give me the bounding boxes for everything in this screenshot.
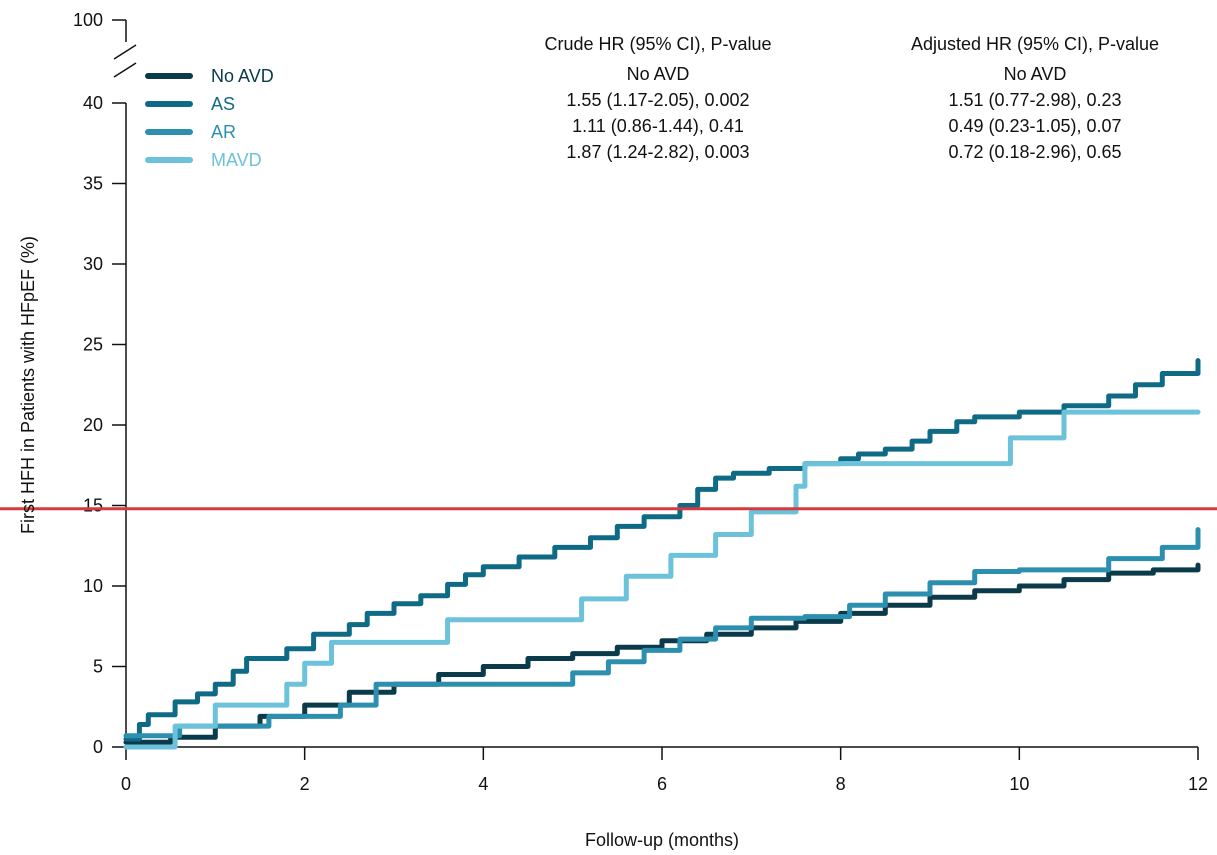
y-tick-label-100: 100 — [73, 10, 103, 30]
y-tick-label: 5 — [93, 657, 103, 677]
legend-label-ar: AR — [211, 122, 236, 142]
y-tick-label: 15 — [83, 496, 103, 516]
adjusted-hr-row: No AVD — [1004, 64, 1067, 84]
x-tick-label: 2 — [300, 774, 310, 794]
crude-hr-row: 1.55 (1.17-2.05), 0.002 — [566, 90, 749, 110]
y-tick-label: 35 — [83, 174, 103, 194]
y-tick-label: 20 — [83, 415, 103, 435]
legend: No AVD AS AR MAVD — [145, 66, 274, 170]
series-line-no-avd — [123, 562, 1201, 745]
y-tick-label: 10 — [83, 576, 103, 596]
x-tick-label: 8 — [836, 774, 846, 794]
y-tick-label: 25 — [83, 335, 103, 355]
adjusted-hr-row: 1.51 (0.77-2.98), 0.23 — [948, 90, 1121, 110]
hr-table: Crude HR (95% CI), P-value Adjusted HR (… — [544, 34, 1159, 162]
series-line-as — [123, 358, 1201, 742]
y-tick-label: 40 — [83, 93, 103, 113]
x-tick-label: 0 — [121, 774, 131, 794]
series-line-ar — [123, 527, 1201, 739]
crude-hr-header: Crude HR (95% CI), P-value — [544, 34, 771, 54]
y-ticks: 0 5 10 15 20 25 30 35 40 — [83, 93, 126, 757]
adjusted-hr-header: Adjusted HR (95% CI), P-value — [911, 34, 1159, 54]
series-lines — [123, 358, 1201, 750]
crude-hr-row: 1.11 (0.86-1.44), 0.41 — [572, 116, 744, 136]
y-axis-title: First HFH in Patients with HFpEF (%) — [18, 236, 38, 534]
y-tick-label: 0 — [93, 737, 103, 757]
axis-break-mark-upper — [113, 44, 137, 60]
legend-label-as: AS — [211, 94, 235, 114]
series-line-mavd — [123, 409, 1201, 750]
x-tick-label: 4 — [478, 774, 488, 794]
x-tick-label: 12 — [1188, 774, 1208, 794]
x-tick-label: 10 — [1009, 774, 1029, 794]
axis-break-mark-lower — [113, 62, 137, 78]
x-ticks: 0 2 4 6 8 10 12 — [121, 747, 1208, 794]
legend-label-no-avd: No AVD — [211, 66, 274, 86]
y-tick-label: 30 — [83, 254, 103, 274]
crude-hr-row: No AVD — [627, 64, 690, 84]
adjusted-hr-row: 0.72 (0.18-2.96), 0.65 — [948, 142, 1121, 162]
adjusted-hr-row: 0.49 (0.23-1.05), 0.07 — [948, 116, 1121, 136]
x-tick-label: 6 — [657, 774, 667, 794]
x-axis-title: Follow-up (months) — [585, 830, 739, 850]
crude-hr-row: 1.87 (1.24-2.82), 0.003 — [566, 142, 749, 162]
legend-label-mavd: MAVD — [211, 150, 262, 170]
